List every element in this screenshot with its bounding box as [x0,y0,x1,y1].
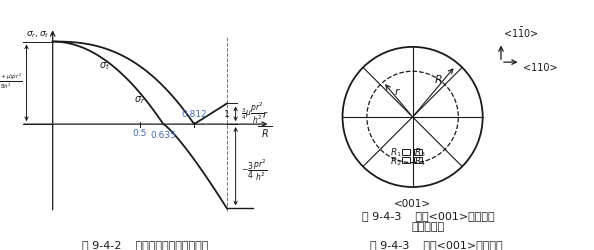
Text: 0.5: 0.5 [132,129,147,138]
Text: $\frac{3(1+\mu)pr^2}{8h^2}$: $\frac{3(1+\mu)pr^2}{8h^2}$ [0,71,23,91]
Text: $\frac{3}{4}\mu\dfrac{pr^2}{h^2}$: $\frac{3}{4}\mu\dfrac{pr^2}{h^2}$ [241,101,264,126]
Text: $\sigma_r$: $\sigma_r$ [134,94,146,106]
Text: R: R [435,75,443,85]
Bar [402,149,410,155]
Text: $R_4$: $R_4$ [414,155,426,168]
Text: 0.635: 0.635 [150,131,176,140]
Text: 1: 1 [224,110,230,119]
Text: $R_2$: $R_2$ [390,155,402,168]
Text: 图 9-4-3    晶向<001>的硅膜片: 图 9-4-3 晶向<001>的硅膜片 [370,240,503,250]
Bar [415,149,422,155]
Text: r: r [394,87,399,97]
Text: $-\dfrac{3}{4}\dfrac{pr^2}{h^2}$: $-\dfrac{3}{4}\dfrac{pr^2}{h^2}$ [241,158,267,183]
Text: 图 9-4-3    晶向<001>的硅膜片: 图 9-4-3 晶向<001>的硅膜片 [362,212,494,222]
Text: $R$: $R$ [261,126,269,138]
Text: $r$: $r$ [262,108,268,120]
Text: $R_3$: $R_3$ [414,146,425,158]
Text: <1$\bar{1}$0>: <1$\bar{1}$0> [503,26,539,40]
Text: 图 9-4-2    圆形硅环膜片的应力分布: 图 9-4-2 圆形硅环膜片的应力分布 [83,240,208,250]
Text: $\sigma_r,\sigma_t$: $\sigma_r,\sigma_t$ [26,29,49,40]
Text: $\sigma_t$: $\sigma_t$ [99,60,110,72]
Text: <001>: <001> [394,199,431,209]
Text: $R_1$: $R_1$ [390,146,402,158]
Text: 0.812: 0.812 [181,110,207,119]
Bar [415,157,422,163]
Text: <110>: <110> [523,63,558,73]
Text: 传感器元件: 传感器元件 [411,222,444,232]
Bar [402,157,410,163]
